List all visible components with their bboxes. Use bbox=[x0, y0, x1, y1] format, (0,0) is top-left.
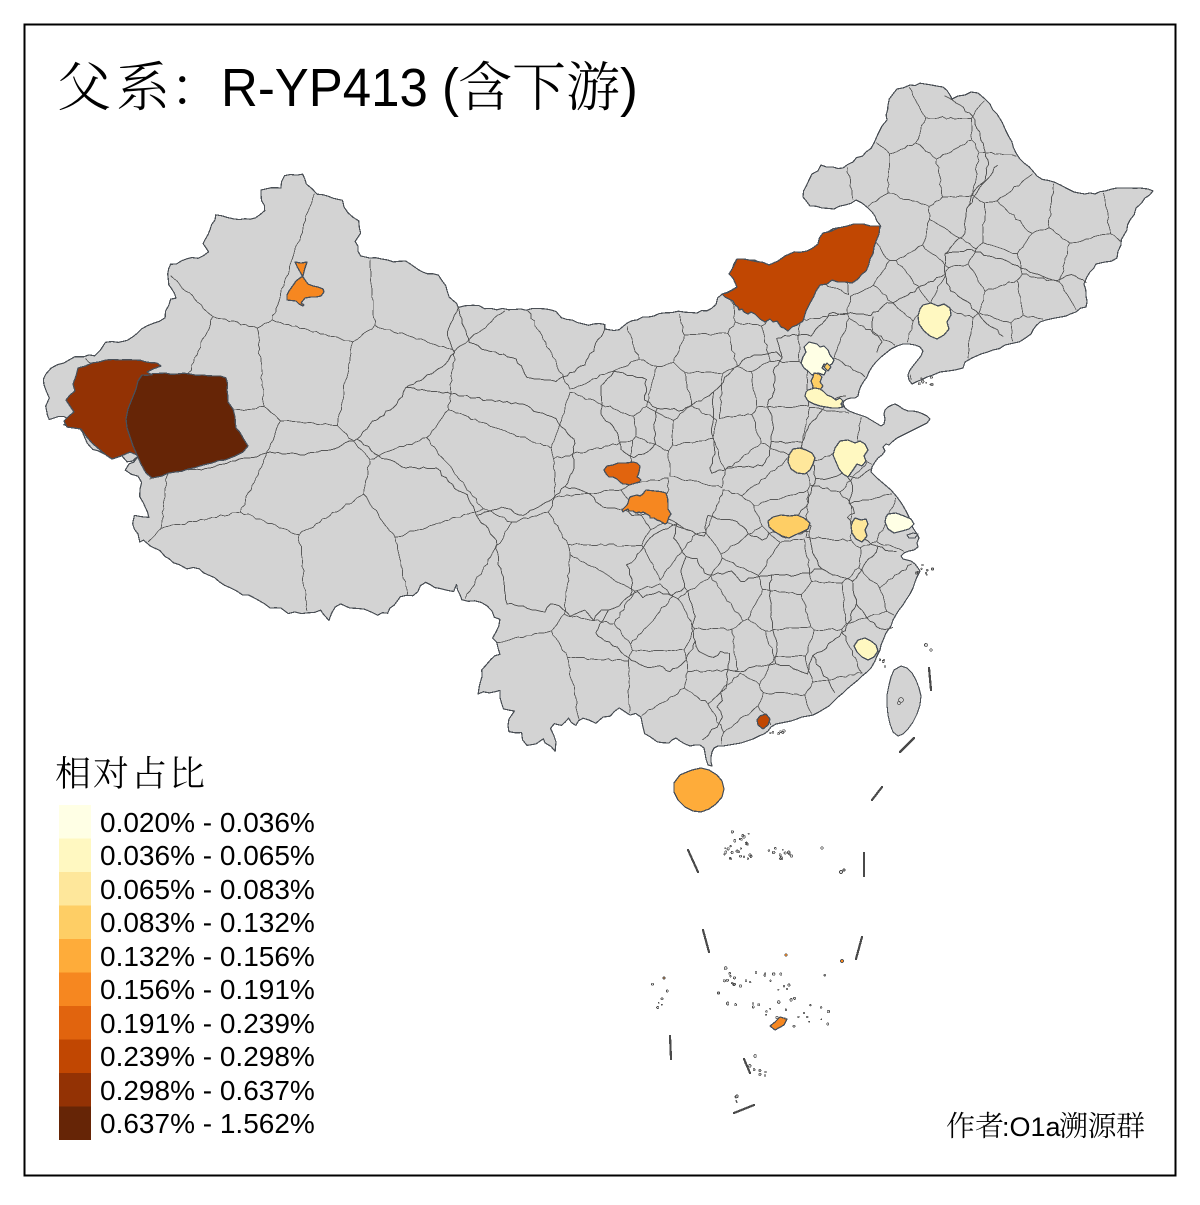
svg-text:0.083% - 0.132%: 0.083% - 0.132% bbox=[100, 907, 315, 938]
svg-text:0.036% - 0.065%: 0.036% - 0.065% bbox=[100, 840, 315, 871]
svg-text:R-YP413 (: R-YP413 ( bbox=[221, 58, 459, 118]
svg-text:0.020% - 0.036%: 0.020% - 0.036% bbox=[100, 807, 315, 838]
svg-text:0.239% - 0.298%: 0.239% - 0.298% bbox=[100, 1041, 315, 1072]
svg-text:0.132% - 0.156%: 0.132% - 0.156% bbox=[100, 941, 315, 972]
svg-text:): ) bbox=[620, 58, 638, 118]
svg-text:0.065% - 0.083%: 0.065% - 0.083% bbox=[100, 874, 315, 905]
svg-text:0.298% - 0.637%: 0.298% - 0.637% bbox=[100, 1075, 315, 1106]
svg-text:0.637% - 1.562%: 0.637% - 1.562% bbox=[100, 1108, 315, 1139]
svg-text:0.191% - 0.239%: 0.191% - 0.239% bbox=[100, 1008, 315, 1039]
svg-text:0.156% - 0.191%: 0.156% - 0.191% bbox=[100, 974, 315, 1005]
svg-text::O1a: :O1a bbox=[1002, 1112, 1062, 1142]
